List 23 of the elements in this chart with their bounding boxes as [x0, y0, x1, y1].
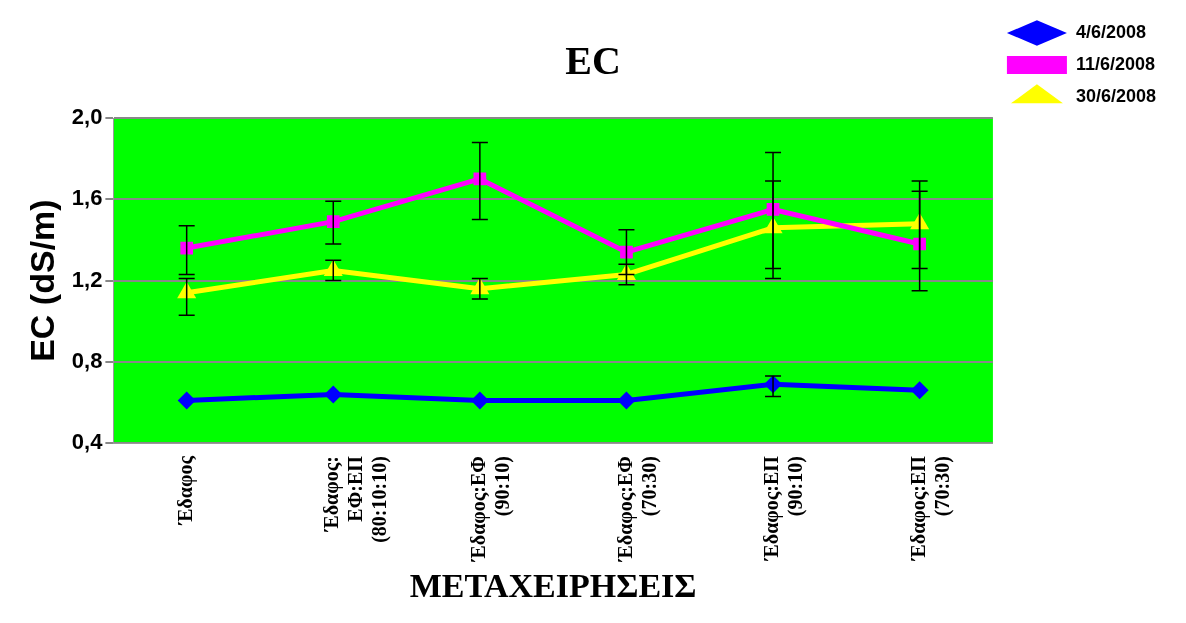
- legend-label: 4/6/2008: [1075, 21, 1146, 42]
- legend-label: 30/6/2008: [1075, 85, 1156, 106]
- x-tick-label: Έδαφος:ΕΠ (70:30): [906, 455, 954, 562]
- legend-label: 11/6/2008: [1075, 53, 1156, 74]
- point: [470, 391, 489, 410]
- x-tick-label: Έδαφος: ΕΦ:ΕΠ (80:10:10): [320, 455, 392, 543]
- x-tick-label: Έδαφος:ΕΠ (90:10): [760, 455, 808, 562]
- point: [326, 215, 340, 229]
- y-axis-title: EC (dS/m): [22, 199, 61, 362]
- x-tick-label: Έδαφος:ΕΦ (90:10): [467, 456, 515, 563]
- point: [324, 385, 343, 404]
- point: [620, 245, 633, 259]
- y-tick-label: 0,8: [71, 347, 103, 373]
- x-tick-label: Έδαφος:ΕΦ (70:30): [613, 456, 661, 563]
- y-tick-label: 0,4: [71, 429, 104, 455]
- chart-title: EC: [565, 38, 621, 84]
- point: [177, 391, 196, 410]
- y-tick-label: 1,6: [71, 185, 103, 211]
- y-tick-label: 1,2: [71, 266, 103, 292]
- x-tick-label: Έδαφος: [173, 455, 197, 526]
- point: [910, 381, 929, 400]
- x-axis-title: ΜΕΤΑΧΕΙΡΗΣΕΙΣ: [409, 567, 697, 605]
- y-tick-label: 2,0: [71, 104, 103, 130]
